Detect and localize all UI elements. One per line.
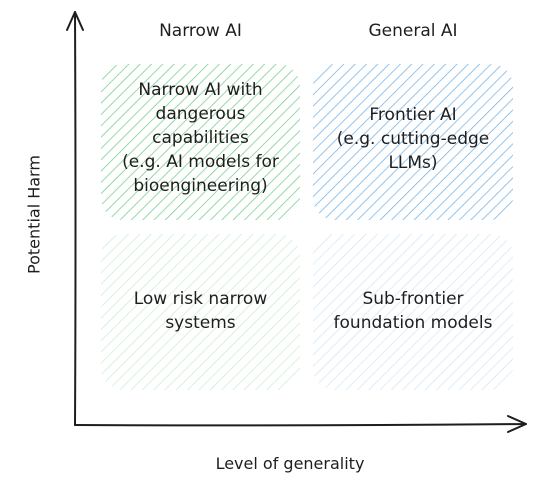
y-axis bbox=[66, 11, 84, 426]
quadrant-text-line: Sub-frontier bbox=[362, 289, 464, 309]
quadrant-top-left-box bbox=[101, 64, 300, 220]
quadrant-text-line: capabilities bbox=[152, 128, 249, 148]
quadrant-bottom-right-box bbox=[313, 234, 513, 390]
quadrant-bottom-left-box bbox=[101, 234, 300, 390]
quadrant-text-line: LLMs) bbox=[388, 153, 438, 173]
x-axis-label: Level of generality bbox=[215, 454, 365, 473]
quadrant-top-left-text: Narrow AI with dangerous capabilities (e… bbox=[101, 78, 300, 198]
quadrant-text-line: systems bbox=[165, 313, 236, 333]
quadrant-top-right-text: Frontier AI (e.g. cutting-edge LLMs) bbox=[313, 103, 513, 175]
quadrant-text-line: foundation models bbox=[333, 313, 493, 333]
quadrant-text-line: (e.g. AI models for bbox=[122, 152, 279, 172]
x-axis-arrowhead bbox=[507, 415, 527, 433]
quadrant-text-line: (e.g. cutting-edge bbox=[336, 129, 490, 149]
quadrant-text-line: dangerous bbox=[155, 104, 246, 124]
x-axis bbox=[74, 415, 527, 433]
quadrant-text-line: Low risk narrow bbox=[133, 289, 268, 309]
y-axis-arrowhead bbox=[66, 11, 84, 31]
quadrant-bottom-left-text: Low risk narrow systems bbox=[101, 287, 300, 335]
quadrant-top-right-box bbox=[313, 64, 513, 220]
quadrant-text-line: Narrow AI with bbox=[138, 80, 263, 100]
y-axis-label: Potential Harm bbox=[24, 155, 44, 274]
column-heading-general-ai: General AI bbox=[368, 21, 458, 41]
quadrant-text-line: Frontier AI bbox=[369, 105, 457, 125]
quadrant-text-line: bioengineering) bbox=[133, 176, 268, 196]
quadrant-bottom-right-text: Sub-frontier foundation models bbox=[313, 287, 513, 335]
column-heading-narrow-ai: Narrow AI bbox=[159, 21, 242, 41]
